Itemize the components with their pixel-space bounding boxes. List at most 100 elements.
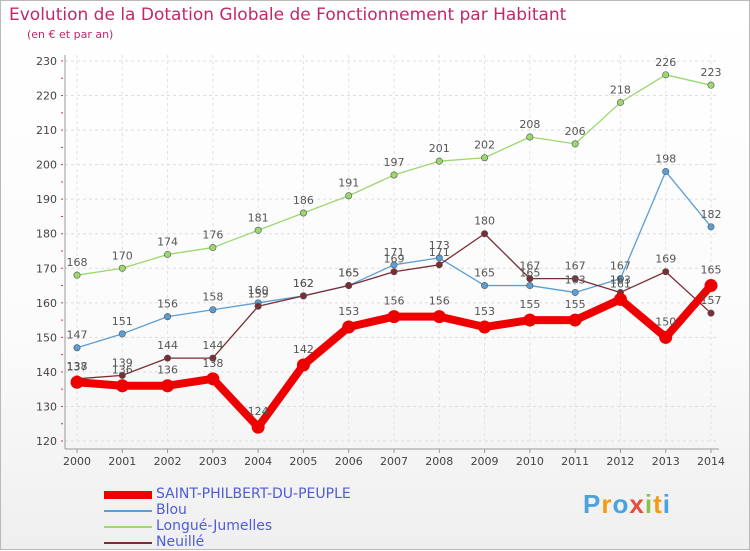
data-label-longu-jumelles: 218 [610, 83, 631, 96]
data-point-longu-jumelles [662, 71, 670, 79]
data-point-longu-jumelles [481, 154, 489, 162]
data-point-blou [662, 168, 670, 176]
data-point-longu-jumelles [390, 171, 398, 179]
data-label-blou: 165 [519, 267, 540, 280]
data-label-saint-philbert-du-peuple: 136 [157, 364, 178, 377]
data-point-blou [390, 261, 398, 269]
proxiti-logo: Proxiti [583, 489, 671, 520]
y-tick-label: 210 [36, 124, 57, 137]
data-point-neuill [254, 302, 262, 310]
x-tick-label: 2011 [561, 455, 589, 468]
data-label-saint-philbert-du-peuple: 124 [248, 405, 269, 418]
data-label-blou: 171 [384, 246, 405, 259]
legend-swatch [104, 491, 152, 499]
data-label-saint-philbert-du-peuple: 136 [112, 364, 133, 377]
data-point-saint-philbert-du-peuple [568, 313, 582, 327]
y-tick-label: 160 [36, 297, 57, 310]
y-tick-label: 120 [36, 435, 57, 448]
data-point-blou [118, 330, 126, 338]
data-point-neuill [571, 275, 579, 283]
legend-label: Longué-Jumelles [156, 518, 273, 534]
data-label-neuill: 157 [701, 294, 722, 307]
y-tick-label: 170 [36, 262, 57, 275]
data-point-neuill [118, 371, 126, 379]
data-label-saint-philbert-du-peuple: 155 [565, 298, 586, 311]
data-label-neuill: 169 [384, 253, 405, 266]
y-tick-label: 230 [36, 55, 57, 68]
axes: 120 130 140 150 160 170 180 190 200 210 220 230 2000… [36, 55, 725, 468]
data-label-blou: 147 [67, 329, 88, 342]
data-label-longu-jumelles: 226 [655, 56, 676, 69]
series-group [70, 71, 718, 434]
data-label-longu-jumelles: 197 [384, 156, 405, 169]
data-label-saint-philbert-du-peuple: 138 [202, 357, 223, 370]
logo-letter: r [601, 489, 613, 519]
data-label-neuill: 165 [338, 267, 359, 280]
data-point-neuill [390, 268, 398, 276]
data-point-saint-philbert-du-peuple [432, 310, 446, 324]
data-point-blou [435, 254, 443, 262]
legend-label: Blou [156, 502, 187, 518]
data-point-saint-philbert-du-peuple [342, 320, 356, 334]
data-label-saint-philbert-du-peuple: 142 [293, 343, 314, 356]
data-label-saint-philbert-du-peuple: 156 [429, 295, 450, 308]
data-point-longu-jumelles [209, 244, 217, 252]
data-label-neuill: 162 [293, 277, 314, 290]
logo-letter: P [583, 489, 602, 519]
logo-letter: x [629, 489, 645, 519]
data-label-longu-jumelles: 170 [112, 249, 133, 262]
data-label-saint-philbert-du-peuple: 155 [519, 298, 540, 311]
data-point-blou [707, 223, 715, 231]
data-label-longu-jumelles: 201 [429, 142, 450, 155]
data-point-saint-philbert-du-peuple [387, 310, 401, 324]
data-point-blou [571, 288, 579, 296]
legend-swatch [104, 510, 152, 512]
data-label-blou: 165 [474, 267, 495, 280]
data-point-blou [616, 275, 624, 283]
legend-label: Neuillé [156, 534, 205, 550]
chart-title: Evolution de la Dotation Globale de Fonc… [9, 5, 567, 25]
data-point-longu-jumelles [299, 209, 307, 217]
data-label-blou: 167 [610, 260, 631, 273]
data-label-blou: 160 [248, 284, 269, 297]
data-point-longu-jumelles [571, 140, 579, 148]
data-point-saint-philbert-du-peuple [704, 279, 718, 293]
x-tick-label: 2007 [380, 455, 408, 468]
data-label-saint-philbert-du-peuple: 137 [67, 360, 88, 373]
chart-subtitle: (en € et par an) [27, 28, 114, 41]
data-label-blou: 173 [429, 239, 450, 252]
y-tick-label: 130 [36, 400, 57, 413]
data-label-longu-jumelles: 191 [338, 177, 359, 190]
data-label-longu-jumelles: 206 [565, 125, 586, 138]
legend-swatch [104, 542, 152, 544]
x-tick-label: 2001 [108, 455, 136, 468]
data-label-neuill: 169 [655, 253, 676, 266]
x-tick-label: 2008 [425, 455, 453, 468]
data-label-neuill: 163 [610, 273, 631, 286]
data-point-longu-jumelles [435, 157, 443, 165]
data-label-neuill: 139 [112, 356, 133, 369]
data-point-blou [481, 282, 489, 290]
data-point-saint-philbert-du-peuple [115, 379, 129, 393]
data-label-neuill: 144 [202, 339, 223, 352]
data-label-neuill: 138 [67, 360, 88, 373]
data-label-neuill: 167 [519, 260, 540, 273]
x-tick-label: 2006 [335, 455, 363, 468]
data-label-longu-jumelles: 202 [474, 139, 495, 152]
data-point-longu-jumelles [707, 81, 715, 89]
logo-letter: t [653, 489, 663, 519]
data-label-saint-philbert-du-peuple: 161 [610, 277, 631, 290]
data-label-saint-philbert-du-peuple: 153 [474, 305, 495, 318]
data-point-blou [164, 313, 172, 321]
data-label-neuill: 159 [248, 287, 269, 300]
data-point-neuill [164, 354, 172, 362]
data-label-blou: 198 [655, 153, 676, 166]
data-point-blou [209, 306, 217, 314]
data-label-longu-jumelles: 223 [701, 66, 722, 79]
x-tick-label: 2010 [516, 455, 544, 468]
logo-letter: o [612, 489, 630, 519]
x-tick-label: 2012 [606, 455, 634, 468]
data-point-saint-philbert-du-peuple [70, 375, 84, 389]
data-label-neuill: 171 [429, 246, 450, 259]
